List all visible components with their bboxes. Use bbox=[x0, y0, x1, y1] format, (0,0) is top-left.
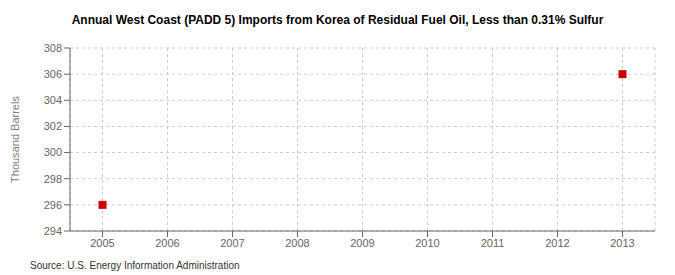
svg-text:302: 302 bbox=[44, 120, 62, 132]
svg-text:298: 298 bbox=[44, 173, 62, 185]
svg-text:2011: 2011 bbox=[481, 237, 505, 249]
svg-text:294: 294 bbox=[44, 225, 62, 237]
svg-text:2012: 2012 bbox=[545, 237, 569, 249]
html-text:Annual West Coast (PADD 5) Imp: Annual West Coast (PADD 5) Imports from … bbox=[71, 12, 604, 27]
svg-text:2013: 2013 bbox=[610, 237, 634, 249]
html-text:Source: U.S. Energy Informatio: Source: U.S. Energy Information Administ… bbox=[30, 259, 240, 271]
svg-text:2006: 2006 bbox=[155, 237, 179, 249]
svg-text:2007: 2007 bbox=[220, 237, 244, 249]
svg-text:2005: 2005 bbox=[90, 237, 114, 249]
svg-text:2009: 2009 bbox=[350, 237, 374, 249]
svg-text:308: 308 bbox=[44, 42, 62, 54]
svg-text:Thousand Barrels: Thousand Barrels bbox=[9, 96, 21, 183]
svg-text:296: 296 bbox=[44, 199, 62, 211]
svg-text:2010: 2010 bbox=[415, 237, 439, 249]
svg-text:304: 304 bbox=[44, 94, 62, 106]
svg-text:306: 306 bbox=[44, 68, 62, 80]
svg-text:2008: 2008 bbox=[285, 237, 309, 249]
svg-text:300: 300 bbox=[44, 146, 62, 158]
